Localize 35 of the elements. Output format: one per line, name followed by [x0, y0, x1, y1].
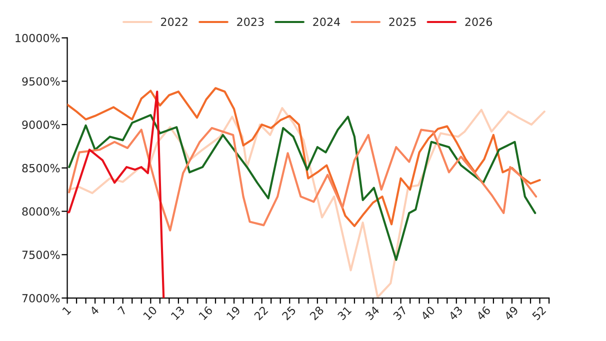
x-tick-label: 37 — [392, 306, 408, 320]
legend-label: 2025 — [389, 18, 416, 26]
x-tick-label: 46 — [476, 306, 491, 321]
y-tick-label: 8000% — [22, 207, 60, 216]
x-tick-label: 49 — [504, 306, 519, 321]
x-tick-label: 28 — [309, 306, 324, 320]
legend-label: 2023 — [237, 18, 264, 26]
legend-label: 2022 — [161, 18, 188, 26]
x-tick-label: 19 — [226, 306, 241, 320]
x-tick-label: 10 — [142, 306, 158, 320]
x-tick-label: 1 — [62, 306, 72, 316]
x-tick-label: 4 — [89, 306, 100, 316]
y-tick-label: 9000% — [22, 120, 60, 129]
y-tick-label: 10000% — [16, 34, 60, 42]
x-tick-label: 43 — [448, 306, 464, 321]
y-tick-label: 9500% — [22, 77, 60, 86]
y-tick-label: 7000% — [22, 294, 60, 302]
line-series — [67, 90, 165, 298]
line-series — [68, 107, 546, 298]
y-tick-label: 8500% — [22, 164, 60, 172]
legend-label: 2026 — [465, 18, 492, 26]
legend-label: 2024 — [313, 18, 340, 26]
x-tick-label: 25 — [282, 306, 296, 320]
x-tick-label: 40 — [420, 306, 436, 321]
line-series — [67, 87, 541, 228]
x-tick-label: 22 — [254, 306, 268, 320]
x-tick-label: 52 — [532, 306, 546, 320]
x-tick-label: 13 — [170, 306, 186, 320]
x-tick-label: 31 — [337, 306, 352, 320]
line-series — [68, 114, 536, 261]
x-tick-label: 34 — [364, 306, 380, 320]
x-tick-label: 7 — [117, 306, 127, 316]
y-tick-label: 7500% — [22, 250, 60, 260]
x-tick-label: 16 — [198, 306, 214, 320]
line-series — [68, 127, 538, 232]
